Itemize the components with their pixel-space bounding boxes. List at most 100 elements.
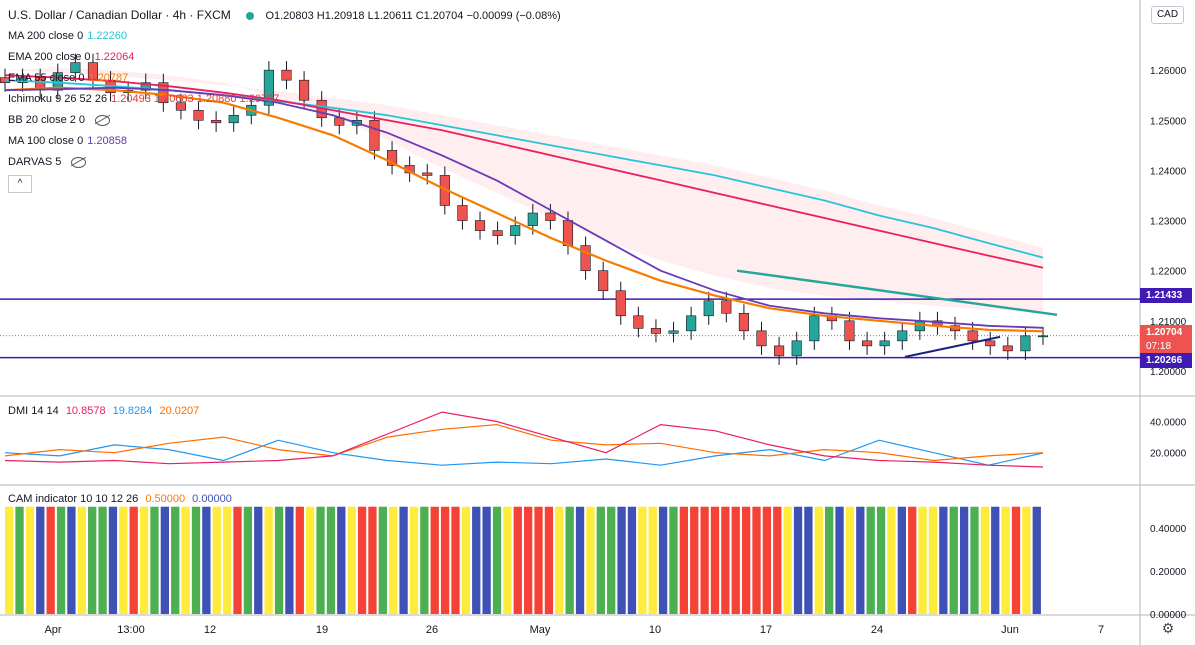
hidden-eye-icon[interactable] <box>95 114 111 126</box>
candle-body <box>650 328 662 334</box>
cam-bar <box>306 506 315 614</box>
legend-row[interactable]: MA 200 close 0 1.22260 <box>8 30 127 42</box>
last-price-label: 1.20704 <box>1140 325 1192 340</box>
cam-bar <box>908 506 917 614</box>
cam-bar <box>129 506 138 614</box>
candle-body <box>299 79 310 101</box>
cam-bar <box>897 506 906 614</box>
legend-row[interactable]: MA 100 close 0 1.20858 <box>8 135 127 147</box>
cam-tick-label: 0.00000 <box>1150 610 1187 621</box>
cam-bar <box>690 506 699 614</box>
x-tick-label: 17 <box>760 624 772 636</box>
settings-gear-icon[interactable]: ⚙ <box>1161 620 1175 636</box>
cam-bar <box>814 506 823 614</box>
cam-bar <box>222 506 232 614</box>
candle-body <box>281 69 292 81</box>
candle-body <box>228 114 239 124</box>
cam-bar <box>866 506 875 614</box>
candle-body <box>193 109 204 121</box>
cam-bar <box>524 506 533 614</box>
cam-bar <box>596 506 605 614</box>
cam-bar <box>793 506 803 614</box>
ohlc-readout: O1.20803 H1.20918 L1.20611 C1.20704 −0.0… <box>265 10 561 22</box>
cam-bar <box>492 506 502 614</box>
dmi-plus-line <box>4 439 1044 466</box>
cam-bar <box>150 506 159 614</box>
cam-bar <box>565 506 574 614</box>
candle-body <box>510 225 521 236</box>
legend-row[interactable]: DARVAS 5 <box>8 156 87 168</box>
candle-body <box>774 345 785 357</box>
cam-bar <box>856 506 865 614</box>
market-status-dot <box>246 11 255 20</box>
candle-body <box>1002 345 1013 352</box>
cam-bar <box>285 506 294 614</box>
legend-row[interactable]: Ichimoku 9 26 52 26 1.20493 1.20683 1.208… <box>8 93 279 105</box>
legend-row[interactable]: EMA 200 close 0 1.22064 <box>8 51 134 63</box>
candle-body <box>562 220 574 246</box>
legend-label: MA 100 close 0 <box>8 135 84 147</box>
ema55-line <box>4 86 1044 333</box>
cam-bar <box>503 506 512 614</box>
cam-bar <box>77 506 86 614</box>
cam-bar <box>98 506 107 614</box>
dmi-value-1: 10.8578 <box>65 405 106 417</box>
legend-label: Ichimoku 9 26 52 26 <box>8 93 108 105</box>
legend-row[interactable]: BB 20 close 2 0 <box>8 114 111 126</box>
legend-row[interactable]: EMA 55 close 0 1.20787 <box>8 72 128 84</box>
cam-bar <box>233 506 242 614</box>
cam-bar <box>326 506 336 614</box>
cam-tick-label: 0.40000 <box>1150 524 1187 535</box>
candle-body <box>668 330 679 334</box>
cam-bar <box>741 506 751 614</box>
legend-label: EMA 55 close 0 <box>8 72 85 84</box>
cam-bar <box>575 506 585 614</box>
candle-body <box>492 230 503 236</box>
trendline-resistance <box>736 269 1058 316</box>
candle-body <box>1020 335 1031 352</box>
cam-value-2: 0.00000 <box>192 493 232 505</box>
cam-bar <box>835 506 844 614</box>
price-tick-label: 1.23000 <box>1150 217 1187 228</box>
candle-body <box>985 340 996 347</box>
x-tick-label: 26 <box>426 624 438 636</box>
cam-bar <box>752 506 761 614</box>
candle-body <box>263 69 274 106</box>
candle-body <box>598 270 609 292</box>
cam-bar <box>46 506 55 614</box>
candle-body <box>967 330 978 342</box>
cam-bar <box>586 506 595 614</box>
cam-bar <box>88 506 97 614</box>
candle-body <box>545 212 556 221</box>
cam-bar <box>430 506 439 614</box>
cam-bar <box>119 506 128 614</box>
candle-body <box>721 300 732 314</box>
hidden-eye-icon[interactable] <box>71 156 87 168</box>
price-tick-label: 1.20000 <box>1150 367 1187 378</box>
collapse-legend-button[interactable]: ^ <box>8 175 32 193</box>
x-tick-label: 24 <box>871 624 883 636</box>
cam-bar <box>440 506 450 614</box>
price-tick-label: 1.25000 <box>1150 116 1187 127</box>
cam-bar <box>36 506 45 614</box>
cam-legend: CAM indicator 10 10 12 26 0.50000 0.0000… <box>8 493 232 505</box>
cam-bar <box>627 506 637 614</box>
candle-body <box>474 220 486 231</box>
x-tick-label: 19 <box>316 624 328 636</box>
price-tick-label: 1.26000 <box>1150 66 1187 77</box>
candle-body <box>809 315 820 342</box>
cam-bar <box>1032 506 1041 614</box>
cam-bar <box>939 506 948 614</box>
cam-bar <box>472 506 481 614</box>
cam-bar <box>980 506 990 614</box>
cam-bar <box>337 506 346 614</box>
candle-body <box>386 150 398 166</box>
currency-button[interactable]: CAD <box>1151 6 1184 24</box>
lower-level-label: 1.20266 <box>1140 353 1192 368</box>
candle-body <box>791 340 802 357</box>
symbol-title[interactable]: U.S. Dollar / Canadian Dollar · 4h · FXC… <box>8 8 231 22</box>
cam-bar <box>825 506 834 614</box>
x-tick-label: Apr <box>44 624 61 636</box>
trendline-support <box>904 335 1001 358</box>
